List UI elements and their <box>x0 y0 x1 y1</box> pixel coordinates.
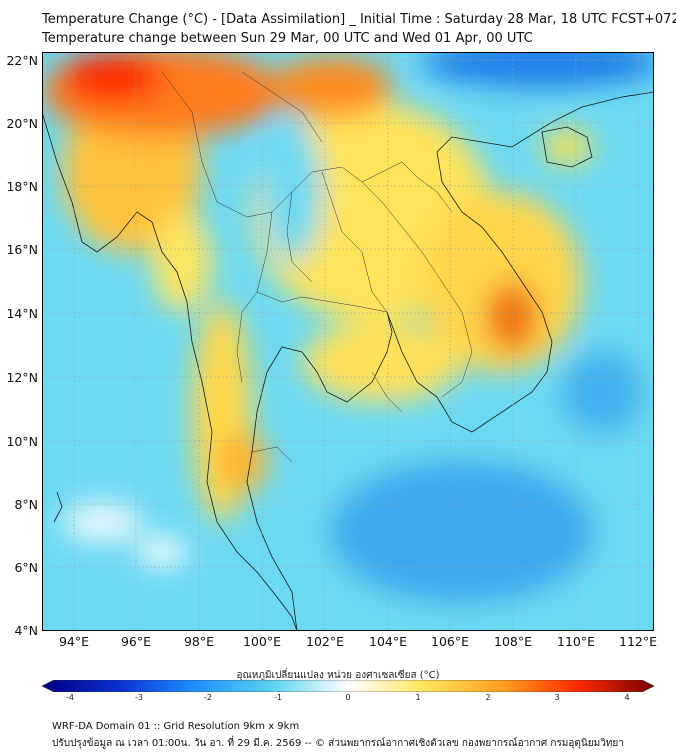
colorbar <box>42 680 654 692</box>
colorbar-tick: -1 <box>274 693 282 702</box>
colorbar-tick: 0 <box>345 693 351 702</box>
lon-label: 112°E <box>618 634 658 649</box>
graticule <box>42 52 654 631</box>
lat-label: 8°N <box>14 497 38 512</box>
lat-label: 10°N <box>6 434 38 449</box>
lat-label: 22°N <box>6 53 38 68</box>
lon-label: 104°E <box>368 634 408 649</box>
lat-label: 18°N <box>6 179 38 194</box>
colorbar-tick: -3 <box>135 693 143 702</box>
country-borders <box>161 71 473 463</box>
lon-label: 98°E <box>183 634 215 649</box>
lat-label: 16°N <box>6 242 38 257</box>
colorbar-title: อุณหภูมิเปลี่ยนแปลง หน่วย องศาเซลเซียส (… <box>236 670 440 681</box>
lon-label: 100°E <box>242 634 282 649</box>
colorbar-tick: -2 <box>204 693 212 702</box>
colorbar-tick: 4 <box>624 693 630 702</box>
lon-label: 94°E <box>58 634 90 649</box>
lat-label: 6°N <box>14 560 38 575</box>
lon-label: 110°E <box>556 634 596 649</box>
colorbar-tick: 3 <box>554 693 560 702</box>
lat-label: 20°N <box>6 116 38 131</box>
lat-label: 12°N <box>6 370 38 385</box>
lat-label: 14°N <box>6 306 38 321</box>
model-info: WRF-DA Domain 01 :: Grid Resolution 9km … <box>52 721 300 732</box>
map-frame <box>42 52 654 631</box>
map-subtitle: Temperature change between Sun 29 Mar, 0… <box>42 31 533 46</box>
colorbar-tick: 1 <box>415 693 421 702</box>
lon-label: 102°E <box>305 634 345 649</box>
lon-label: 108°E <box>493 634 533 649</box>
update-credit: ปรับปรุงข้อมูล ณ เวลา 01:00น. วัน อา. ที… <box>52 738 624 749</box>
lat-label: 4°N <box>14 623 38 638</box>
lon-label: 96°E <box>120 634 152 649</box>
colorbar-tick: 2 <box>485 693 491 702</box>
colorbar-tick: -4 <box>66 693 74 702</box>
coastlines <box>42 91 654 631</box>
colorbar-ramp <box>42 680 654 692</box>
map-title: Temperature Change (°C) - [Data Assimila… <box>42 12 676 27</box>
lon-label: 106°E <box>430 634 470 649</box>
temperature-change-map <box>42 52 654 631</box>
